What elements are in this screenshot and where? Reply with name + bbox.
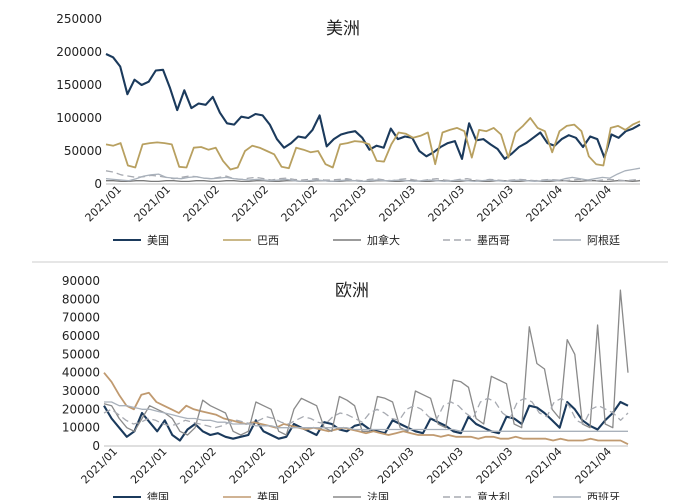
legend-label: 巴西 bbox=[257, 234, 279, 247]
legend-label: 美国 bbox=[147, 234, 169, 247]
legend-label: 墨西哥 bbox=[477, 234, 510, 247]
legend-label: 法国 bbox=[367, 490, 389, 500]
chart-title: 欧洲 bbox=[335, 281, 369, 301]
series-line-3 bbox=[106, 180, 641, 183]
x-tick-label: 2021/02 bbox=[181, 183, 223, 225]
y-tick-label: 0 bbox=[92, 439, 100, 453]
y-tick-label: 50000 bbox=[64, 144, 102, 158]
x-tick-label: 2021/04 bbox=[573, 183, 615, 225]
series-line-1 bbox=[105, 53, 641, 160]
y-tick-label: 60000 bbox=[62, 329, 100, 343]
x-tick-label: 2021/03 bbox=[326, 445, 368, 487]
x-tick-label: 2021/04 bbox=[523, 445, 565, 487]
x-tick-label: 2021/02 bbox=[177, 445, 219, 487]
x-tick-label: 2021/04 bbox=[524, 183, 566, 225]
y-tick-label: 20000 bbox=[62, 402, 100, 416]
series-line-1 bbox=[103, 400, 629, 442]
y-tick-label: 150000 bbox=[56, 78, 102, 92]
legend-label: 德国 bbox=[147, 490, 169, 500]
y-tick-label: 40000 bbox=[62, 366, 100, 380]
x-tick-label: 2021/03 bbox=[375, 445, 417, 487]
x-tick-label: 2021/02 bbox=[276, 445, 318, 487]
x-tick-label: 2021/02 bbox=[230, 183, 272, 225]
legend-label: 意大利 bbox=[477, 490, 510, 500]
chart-title: 美洲 bbox=[326, 19, 360, 39]
series-line-4 bbox=[103, 397, 629, 429]
y-tick-label: 90000 bbox=[62, 274, 100, 288]
x-tick-label: 2021/03 bbox=[475, 183, 517, 225]
legend-label: 加拿大 bbox=[367, 233, 400, 247]
series-line-5 bbox=[104, 401, 628, 432]
x-tick-label: 2021/02 bbox=[227, 445, 269, 487]
y-tick-label: 10000 bbox=[62, 421, 100, 435]
y-tick-label: 80000 bbox=[62, 292, 100, 306]
y-tick-label: 30000 bbox=[62, 384, 100, 398]
y-tick-label: 50000 bbox=[62, 347, 100, 361]
y-tick-label: 200000 bbox=[56, 45, 102, 59]
series-line-3 bbox=[103, 289, 629, 436]
chart-americas: 美洲 250000 200000 150000 100000 50000 0 2021/0… bbox=[56, 12, 641, 247]
x-tick-label: 2021/03 bbox=[377, 183, 419, 225]
series-line-4 bbox=[105, 170, 641, 182]
legend-label: 阿根廷 bbox=[587, 233, 620, 247]
y-tick-label: 0 bbox=[94, 177, 102, 191]
x-tick-label: 2021/02 bbox=[279, 183, 321, 225]
x-tick-label: 2021/01 bbox=[83, 183, 125, 225]
x-tick-label: 2021/04 bbox=[573, 445, 615, 487]
x-tick-label: 2021/03 bbox=[426, 183, 468, 225]
y-tick-label: 250000 bbox=[56, 12, 102, 26]
series-line-2 bbox=[105, 117, 641, 171]
legend-label: 西班牙 bbox=[587, 491, 620, 500]
series-line-2 bbox=[103, 372, 629, 446]
x-tick-label: 2021/03 bbox=[474, 445, 516, 487]
x-tick-label: 2021/03 bbox=[328, 183, 370, 225]
x-tick-label: 2021/01 bbox=[128, 445, 170, 487]
y-tick-label: 100000 bbox=[56, 111, 102, 125]
y-tick-label: 70000 bbox=[62, 311, 100, 325]
x-tick-label: 2021/01 bbox=[132, 183, 174, 225]
series-line-5 bbox=[105, 167, 641, 183]
chart-europe: 欧洲 90000 80000 70000 60000 50000 40000 30000 20… bbox=[62, 274, 629, 500]
x-tick-label: 2021/03 bbox=[424, 445, 466, 487]
legend-label: 英国 bbox=[257, 490, 279, 500]
